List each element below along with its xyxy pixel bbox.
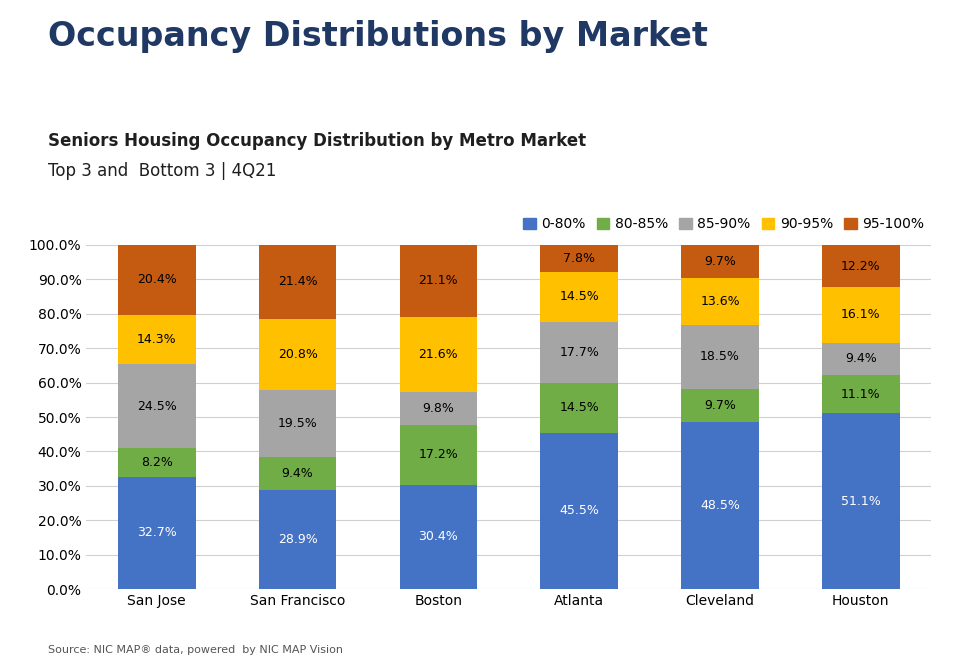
Text: 13.6%: 13.6%	[700, 295, 740, 308]
Bar	[259, 457, 336, 490]
Bar	[118, 448, 196, 477]
Text: 16.1%: 16.1%	[841, 308, 880, 322]
Text: Top 3 and  Bottom 3 | 4Q21: Top 3 and Bottom 3 | 4Q21	[48, 162, 276, 180]
Text: 9.8%: 9.8%	[422, 402, 454, 415]
Text: 9.7%: 9.7%	[704, 255, 736, 268]
Bar	[399, 485, 477, 589]
Bar	[118, 244, 196, 315]
Bar	[682, 422, 758, 589]
Bar	[822, 246, 900, 287]
Text: Occupancy Distributions by Market: Occupancy Distributions by Market	[48, 20, 708, 53]
Bar	[118, 315, 196, 364]
Bar	[118, 477, 196, 589]
Text: 24.5%: 24.5%	[137, 400, 177, 412]
Text: 17.7%: 17.7%	[560, 346, 599, 359]
Legend: 0-80%, 80-85%, 85-90%, 90-95%, 95-100%: 0-80%, 80-85%, 85-90%, 90-95%, 95-100%	[523, 217, 924, 231]
Text: 30.4%: 30.4%	[419, 530, 458, 544]
Bar	[399, 392, 477, 425]
Bar	[540, 272, 618, 322]
Text: 19.5%: 19.5%	[277, 417, 318, 430]
Bar	[399, 425, 477, 485]
Text: 51.1%: 51.1%	[841, 495, 880, 508]
Bar	[259, 318, 336, 390]
Text: 11.1%: 11.1%	[841, 388, 880, 401]
Text: 18.5%: 18.5%	[700, 350, 740, 363]
Bar	[540, 432, 618, 589]
Text: 9.7%: 9.7%	[704, 399, 736, 412]
Bar	[118, 364, 196, 448]
Text: 48.5%: 48.5%	[700, 499, 740, 512]
Bar	[399, 317, 477, 392]
Text: Seniors Housing Occupancy Distribution by Metro Market: Seniors Housing Occupancy Distribution b…	[48, 132, 587, 150]
Text: 12.2%: 12.2%	[841, 260, 880, 273]
Text: 14.3%: 14.3%	[137, 333, 177, 346]
Bar	[822, 413, 900, 589]
Text: Source: NIC MAP® data, powered  by NIC MAP Vision: Source: NIC MAP® data, powered by NIC MA…	[48, 645, 343, 655]
Bar	[540, 383, 618, 432]
Text: 32.7%: 32.7%	[137, 526, 177, 540]
Text: 14.5%: 14.5%	[560, 401, 599, 414]
Text: 45.5%: 45.5%	[560, 504, 599, 518]
Bar	[682, 325, 758, 389]
Text: 9.4%: 9.4%	[845, 352, 876, 365]
Bar	[259, 390, 336, 457]
Text: 21.1%: 21.1%	[419, 275, 458, 287]
Text: 14.5%: 14.5%	[560, 290, 599, 303]
Text: 20.4%: 20.4%	[137, 273, 177, 286]
Text: 8.2%: 8.2%	[141, 456, 173, 469]
Bar	[399, 244, 477, 317]
Text: 20.8%: 20.8%	[277, 348, 318, 361]
Bar	[259, 490, 336, 589]
Text: 17.2%: 17.2%	[419, 448, 458, 461]
Bar	[822, 343, 900, 375]
Text: 21.4%: 21.4%	[277, 275, 318, 288]
Text: 7.8%: 7.8%	[564, 252, 595, 265]
Bar	[682, 278, 758, 325]
Bar	[682, 389, 758, 422]
Text: 28.9%: 28.9%	[277, 533, 318, 546]
Bar	[822, 287, 900, 343]
Bar	[540, 245, 618, 272]
Bar	[822, 375, 900, 413]
Text: 21.6%: 21.6%	[419, 348, 458, 361]
Bar	[259, 245, 336, 318]
Text: 9.4%: 9.4%	[281, 467, 314, 480]
Bar	[682, 245, 758, 278]
Bar	[540, 322, 618, 383]
